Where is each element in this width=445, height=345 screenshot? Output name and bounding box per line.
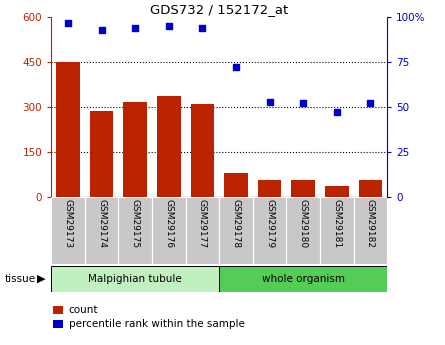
Bar	[56, 62, 80, 197]
Text: GSM29173: GSM29173	[64, 199, 73, 248]
Bar	[90, 111, 113, 197]
Point	[132, 25, 139, 31]
Text: GSM29175: GSM29175	[131, 199, 140, 248]
Text: whole organism: whole organism	[262, 274, 345, 284]
Bar	[51, 266, 219, 292]
Text: GSM29182: GSM29182	[366, 199, 375, 248]
Bar	[291, 180, 315, 197]
Point	[165, 23, 172, 29]
Bar	[287, 197, 320, 264]
Text: GSM29176: GSM29176	[164, 199, 173, 248]
Text: GSM29178: GSM29178	[231, 199, 240, 248]
Bar	[123, 102, 147, 197]
Text: GSM29179: GSM29179	[265, 199, 274, 248]
Text: Malpighian tubule: Malpighian tubule	[88, 274, 182, 284]
Text: GSM29181: GSM29181	[332, 199, 341, 248]
Point	[367, 101, 374, 106]
Bar	[325, 186, 348, 197]
Bar	[353, 197, 387, 264]
Point	[65, 20, 72, 26]
Point	[199, 25, 206, 31]
Bar	[224, 173, 248, 197]
Bar	[186, 197, 219, 264]
Point	[232, 65, 239, 70]
Point	[266, 99, 273, 104]
Text: percentile rank within the sample: percentile rank within the sample	[69, 319, 244, 329]
Text: GSM29174: GSM29174	[97, 199, 106, 248]
Text: count: count	[69, 305, 98, 315]
Bar	[85, 197, 118, 264]
Bar	[219, 266, 387, 292]
Text: GSM29180: GSM29180	[299, 199, 307, 248]
Bar	[359, 180, 382, 197]
Bar	[320, 197, 354, 264]
Point	[333, 110, 340, 115]
Point	[98, 27, 105, 32]
Bar	[190, 104, 214, 197]
Text: tissue: tissue	[4, 274, 36, 284]
Title: GDS732 / 152172_at: GDS732 / 152172_at	[150, 3, 288, 16]
Bar	[152, 197, 186, 264]
Bar	[258, 180, 281, 197]
Bar	[118, 197, 152, 264]
Text: GSM29177: GSM29177	[198, 199, 207, 248]
Bar	[219, 197, 253, 264]
Bar	[253, 197, 287, 264]
Text: ▶: ▶	[36, 274, 45, 284]
Point	[299, 101, 307, 106]
Bar	[51, 197, 85, 264]
Bar	[157, 97, 181, 197]
